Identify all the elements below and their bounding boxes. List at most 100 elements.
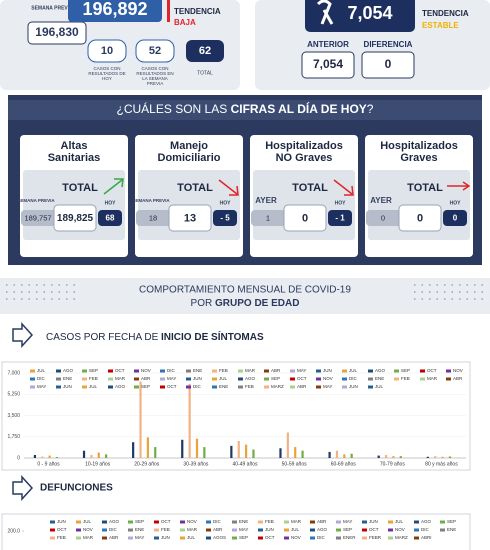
legend-label: FEB (161, 527, 170, 532)
bar (399, 456, 402, 458)
ribbon-icon (316, 0, 334, 25)
current-box (398, 204, 442, 232)
legend-swatch (30, 369, 35, 373)
today-caption-wrap: CASOS CON RESULTADOS DE HOY (88, 66, 126, 81)
prev-value: 1 (266, 213, 270, 222)
heading-bold: INICIO DE SÍNTOMAS (161, 330, 264, 343)
title-post: ? (367, 102, 374, 116)
difference-value: 0 (385, 57, 392, 71)
legend-label: OCT (265, 535, 275, 540)
deaths-heading: DEFUNCIONES (40, 483, 113, 494)
legend-label: SEP (271, 376, 280, 381)
trend-arrow (447, 181, 471, 191)
trend-arrow (218, 179, 239, 196)
legend-swatch (238, 369, 243, 373)
prev-value: 0 (381, 213, 385, 222)
legend-swatch (134, 369, 139, 373)
card-title: Manejo (170, 140, 208, 152)
legend-label: OCT (427, 368, 437, 373)
legend-swatch (362, 528, 367, 532)
legend-label: MAR (291, 519, 302, 524)
legend-label: JUN (57, 519, 66, 524)
legend-swatch (238, 377, 243, 381)
legend-label: JUL (187, 535, 195, 540)
card-title: Sanitarias (48, 152, 101, 164)
legend-swatch (102, 528, 107, 532)
prev-value: 189,757 (24, 213, 51, 222)
legend-label: ABR (109, 535, 119, 540)
legend-swatch (128, 536, 133, 540)
legend-label: FEB (89, 376, 98, 381)
bar (434, 456, 437, 458)
deaths-box (305, 0, 415, 32)
x-tick-label: 40-49 años (232, 461, 258, 467)
today-label: HOY (220, 200, 232, 206)
legend-label: ENE (239, 519, 248, 524)
card-title: Hospitalizados (380, 140, 458, 152)
legend-swatch (290, 369, 295, 373)
bar (181, 439, 184, 458)
today-value: 10 (101, 45, 113, 57)
legend-label: ABR (453, 376, 463, 381)
bar (41, 456, 44, 458)
today-label: HOY (105, 200, 117, 206)
legend-swatch (290, 385, 295, 389)
legend-swatch (336, 528, 341, 532)
current-box (283, 204, 327, 232)
prev-box (21, 210, 57, 226)
legend-swatch (316, 369, 321, 373)
legend-swatch (82, 369, 87, 373)
today-box (213, 210, 237, 226)
legend-label: ABR (141, 376, 151, 381)
legend-label: MAR (83, 535, 94, 540)
difference-label: DIFERENCIA (364, 40, 413, 49)
legend-swatch (50, 520, 55, 524)
legend-swatch (212, 369, 217, 373)
legend-label: JUL (291, 527, 299, 532)
week-caption-wrap: CASOS CON RESULTADOS EN LA SEMANA PREVIA (136, 66, 173, 86)
cases-heading: CASOS POR FECHA DE INICIO DE SÍNTOMAS (46, 330, 264, 343)
legend-swatch (206, 528, 211, 532)
y-tick-label: 0 (17, 455, 20, 461)
legend-label: MAY (135, 535, 144, 540)
title-bold: CIFRAS AL DÍA DE HOY (231, 101, 367, 116)
bar (252, 449, 255, 458)
bar (146, 437, 149, 458)
legend-label: MAR (187, 527, 198, 532)
today-caption: CASOS CON RESULTADOS DE HOY (88, 66, 126, 81)
legend-swatch (316, 385, 321, 389)
current-value: 0 (417, 212, 423, 224)
legend-swatch (336, 520, 341, 524)
legend-label: OCT (161, 519, 171, 524)
legend-swatch (362, 520, 367, 524)
legend-swatch (258, 528, 263, 532)
legend-swatch (50, 528, 55, 532)
bar (237, 441, 240, 458)
deaths-trend-label: TENDENCIA (422, 9, 469, 18)
legend-label: SEP (89, 368, 98, 373)
legend-label: NOV (323, 376, 333, 381)
legend-swatch (394, 377, 399, 381)
legend-label: MAR (245, 368, 256, 373)
legend-swatch (180, 536, 185, 540)
trend-label: TENDENCIA (174, 7, 221, 16)
bar (55, 457, 59, 458)
legend-swatch (82, 385, 87, 389)
legend-swatch (232, 536, 237, 540)
total-value: 62 (199, 45, 211, 57)
bar (350, 453, 353, 458)
legend-swatch (56, 377, 61, 381)
legend-label: MAY (343, 519, 352, 524)
current-box (168, 204, 212, 232)
bar (245, 444, 248, 458)
bar (82, 450, 86, 458)
x-tick-label: 10-19 años (85, 461, 111, 467)
legend-swatch (76, 528, 81, 532)
legend-swatch (316, 377, 321, 381)
legend-swatch (160, 385, 165, 389)
deaths-value: 7,054 (347, 3, 392, 23)
legend-label: ENE (135, 527, 144, 532)
today-label: HOY (335, 200, 347, 206)
prev-label: SEMANA PREVIA (31, 5, 73, 11)
